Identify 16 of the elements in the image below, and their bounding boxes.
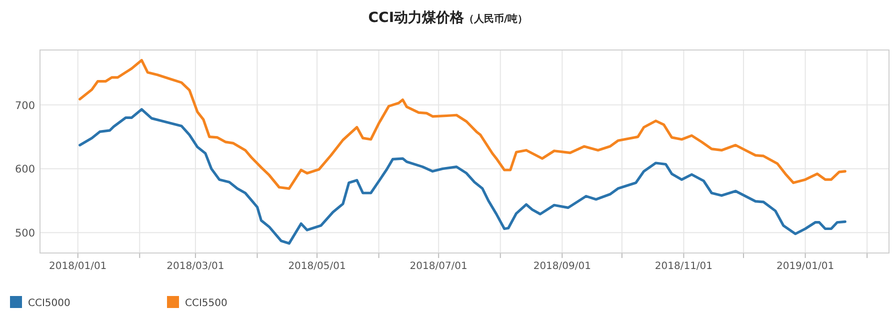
x-tick-label: 2018/07/01 [410,261,468,272]
x-tick-label: 2018/03/01 [166,261,224,272]
line-series [78,58,846,190]
y-tick-label: 600 [14,164,35,176]
line-series [78,108,846,245]
chart-title: CCI动力煤价格 [368,10,466,26]
x-tick-label: 2018/11/01 [654,261,713,272]
x-tick-label: 2019/01/01 [776,261,834,272]
legend-label: CCI5500 [185,298,228,309]
x-tick-label: 2018/01/01 [49,261,107,272]
x-tick-label: 2018/09/01 [533,261,591,272]
legend-label: CCI5000 [28,298,70,309]
x-tick-label: 2018/05/01 [288,261,346,272]
y-tick-label: 500 [14,228,35,240]
chart-subtitle: （人民币/吨） [464,13,528,25]
y-tick-label: 700 [14,100,35,112]
